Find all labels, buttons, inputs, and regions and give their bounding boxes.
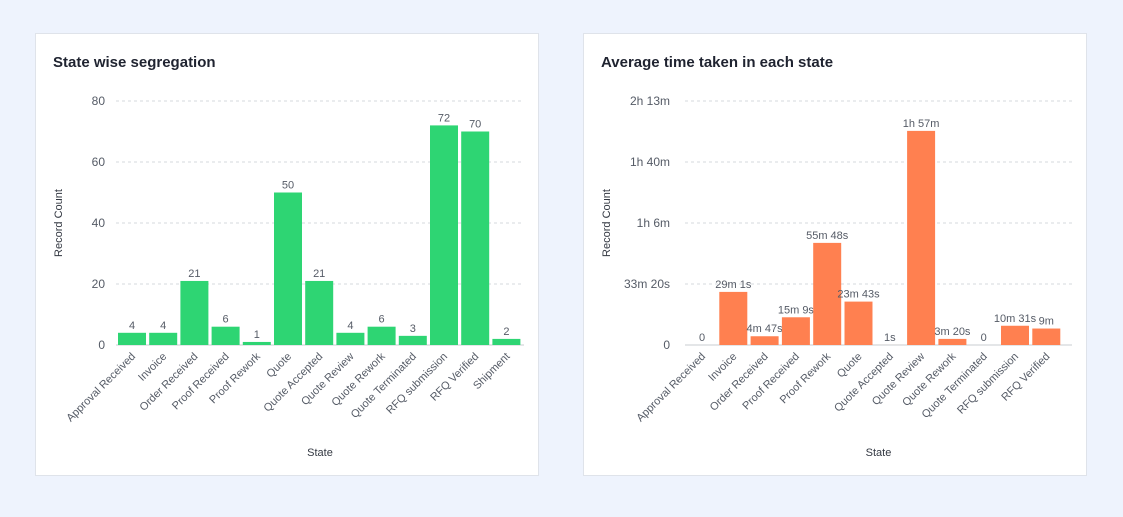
bar-value-label: 3 — [410, 323, 416, 335]
bar[interactable] — [398, 335, 427, 345]
chart-card-state-segregation: State wise segregation 0 20 40 60 80 4 Approva… — [35, 33, 539, 476]
bar-value-label: 6 — [379, 314, 385, 326]
bar-value-label: 23m 43s — [837, 289, 880, 301]
x-tick-label: Quote — [264, 351, 294, 381]
bar-value-label: 1s — [884, 332, 896, 344]
bar[interactable] — [813, 242, 842, 345]
y-tick-label: 60 — [92, 155, 106, 169]
y-axis-title: Record Count — [53, 189, 65, 257]
x-tick-label: Approval Received — [64, 351, 138, 425]
y-tick-label: 80 — [92, 94, 106, 108]
bar-value-label: 72 — [438, 112, 450, 124]
bar[interactable] — [336, 332, 365, 345]
y-tick-label: 1h 6m — [637, 216, 670, 230]
bar[interactable] — [938, 338, 967, 345]
bar-value-label: 2 — [503, 326, 509, 338]
x-axis-title: State — [866, 447, 892, 459]
bar[interactable] — [242, 341, 271, 345]
bar-value-label: 4 — [129, 320, 135, 332]
bar[interactable] — [1001, 325, 1029, 345]
bar-value-label: 29m 1s — [715, 279, 752, 291]
y-tick-label: 1h 40m — [630, 155, 670, 169]
bar-value-label: 50 — [282, 180, 294, 192]
bar[interactable] — [1032, 328, 1061, 345]
bar[interactable] — [907, 130, 936, 345]
bar-value-label: 4m 47s — [747, 323, 784, 335]
bar[interactable] — [180, 280, 209, 345]
y-tick-label: 2h 13m — [630, 94, 670, 108]
bar-value-label: 1h 57m — [903, 118, 940, 130]
bar[interactable] — [274, 192, 302, 346]
chart-title: Average time taken in each state — [601, 54, 834, 71]
chart-card-average-time: Average time taken in each state 0 33m 20… — [583, 33, 1087, 476]
y-tick-label: 0 — [663, 338, 670, 352]
bar[interactable] — [719, 291, 748, 345]
bar-value-label: 10m 31s — [994, 313, 1037, 325]
bar[interactable] — [305, 280, 334, 345]
bar-value-label: 4 — [347, 320, 353, 332]
y-tick-label: 20 — [92, 277, 106, 291]
bar-value-label: 0 — [699, 332, 705, 344]
bar[interactable] — [211, 326, 240, 345]
y-tick-label: 33m 20s — [624, 277, 670, 291]
bar-value-label: 9m — [1039, 316, 1054, 328]
x-tick-label: Approval Received — [634, 351, 708, 425]
y-tick-label: 0 — [98, 338, 105, 352]
x-axis-title: State — [307, 447, 333, 459]
bar-value-label: 1 — [254, 329, 260, 341]
bar[interactable] — [750, 336, 779, 345]
bar-value-label: 15m 9s — [778, 304, 815, 316]
y-axis-title: Record Count — [601, 189, 613, 257]
bar[interactable] — [367, 326, 396, 345]
bar[interactable] — [492, 338, 521, 345]
x-tick-label: Quote — [835, 351, 865, 381]
bar-value-label: 3m 20s — [934, 326, 971, 338]
bar[interactable] — [118, 332, 146, 345]
bar-value-label: 6 — [223, 314, 229, 326]
bar[interactable] — [781, 317, 810, 345]
bar[interactable] — [461, 131, 490, 346]
bar-value-label: 4 — [160, 320, 166, 332]
bar-value-label: 55m 48s — [806, 230, 849, 242]
bar[interactable] — [844, 301, 873, 345]
bar-value-label: 21 — [188, 268, 200, 280]
bar[interactable] — [149, 332, 178, 345]
y-tick-label: 40 — [92, 216, 106, 230]
chart-title: State wise segregation — [53, 54, 216, 71]
bar-value-label: 70 — [469, 119, 481, 131]
bar[interactable] — [430, 125, 458, 346]
bar-value-label: 0 — [981, 332, 987, 344]
bar-value-label: 21 — [313, 268, 325, 280]
